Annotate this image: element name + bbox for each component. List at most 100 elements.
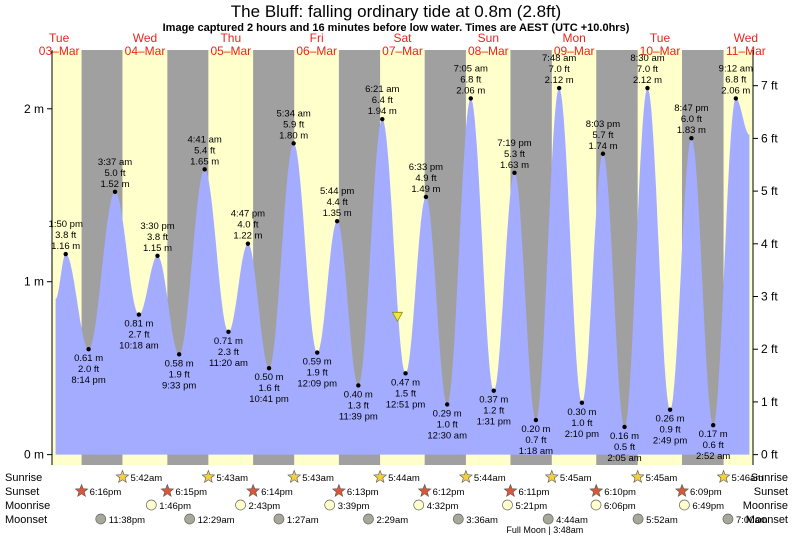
sunrise-star-icon (458, 469, 473, 483)
right-tick-label: 7 ft (761, 79, 778, 93)
tide-height-ft-label: 5.4 ft (194, 145, 215, 156)
sunset-time-label: 6:10pm (604, 487, 636, 498)
sunset-row-label-left: Sunset (5, 486, 39, 498)
moonrise-row-label-right: Moonrise (743, 500, 788, 512)
tide-height-ft-label: 0.5 ft (614, 442, 635, 453)
tide-height-ft-label: 4.4 ft (327, 197, 348, 208)
current-tide-marker (391, 311, 404, 323)
sunrise-star-icon (716, 469, 731, 483)
sunrise-row-label-left: Sunrise (5, 472, 42, 484)
tide-height-ft-label: 6.8 ft (460, 74, 481, 85)
sunset-time-label: 6:15pm (175, 487, 207, 498)
sunset-time-label: 6:11pm (518, 487, 549, 498)
high-tide-point (380, 116, 385, 122)
sunset-time-label: 6:12pm (433, 487, 465, 498)
tide-time-label: 5:34 am (276, 108, 310, 119)
tide-height-ft-label: 2.0 ft (78, 364, 99, 375)
sunset-time-label: 6:16pm (90, 487, 122, 498)
high-tide-point (689, 135, 694, 141)
high-tide-point (512, 170, 517, 175)
left-tick-label: 2 m (24, 102, 44, 116)
right-tick-label: 5 ft (761, 184, 778, 198)
high-tide-point (600, 151, 606, 156)
tide-time-label: 2:10 pm (565, 429, 599, 440)
tide-height-m-label: 2.06 m (721, 85, 750, 96)
low-tide-point (445, 402, 450, 407)
moonrise-time-label: 3:39pm (338, 501, 370, 512)
tide-height-m-label: 0.26 m (656, 414, 685, 425)
tide-height-ft-label: 1.0 ft (437, 419, 458, 430)
tide-height-m-label: 0.50 m (255, 372, 284, 383)
low-tide-point (314, 350, 320, 355)
tide-height-ft-label: 1.0 ft (571, 418, 592, 429)
low-tide-point (622, 424, 627, 430)
right-tick-label: 1 ft (761, 395, 778, 409)
tide-height-m-label: 1.94 m (368, 106, 397, 117)
day-date-label: 06–Mar (296, 44, 337, 58)
moonrise-time-label: 5:21pm (515, 501, 547, 512)
moonrise-icon (590, 499, 602, 511)
tide-area (55, 88, 750, 455)
tide-height-m-label: 1.15 m (143, 243, 172, 254)
tide-time-label: 7:48 am (542, 53, 576, 64)
tide-height-ft-label: 5.3 ft (504, 149, 525, 160)
tide-height-ft-label: 1.6 ft (258, 383, 279, 394)
moonset-time-label: 3:36am (466, 515, 498, 526)
day-name-label: Sat (393, 31, 412, 45)
chart-subtitle: Image captured 2 hours and 16 minutes be… (163, 22, 630, 34)
day-name-label: Thu (220, 31, 241, 45)
low-tide-point (176, 352, 182, 357)
day-date-label: 07–Mar (382, 44, 423, 58)
tide-height-ft-label: 0.7 ft (525, 435, 546, 446)
tide-time-label: 1:18 am (519, 446, 553, 457)
high-tide-point (645, 85, 650, 91)
tide-labels: 1:50 pm3.8 ft1.16 m0.61 m2.0 ft8:14 pm3:… (49, 53, 754, 464)
moonrise-time-label: 6:06pm (604, 501, 636, 512)
low-tide-point (356, 383, 361, 388)
tide-height-ft-label: 4.0 ft (237, 220, 258, 231)
tide-time-label: 12:51 pm (386, 399, 426, 410)
sunset-star-icon (246, 483, 261, 497)
day-date-label: 05–Mar (210, 44, 251, 58)
sunrise-star-icon (115, 469, 130, 483)
high-tide-point (733, 96, 739, 101)
tide-height-m-label: 2.12 m (633, 75, 662, 86)
tide-height-m-label: 0.29 m (433, 408, 462, 419)
moonrise-icon (235, 499, 246, 511)
tide-height-ft-label: 7.0 ft (637, 64, 658, 75)
tide-height-m-label: 0.81 m (124, 319, 153, 330)
moonrise-time-label: 1:46pm (159, 501, 191, 512)
tide-time-label: 8:14 pm (71, 375, 105, 386)
tide-time-label: 3:30 pm (140, 221, 174, 232)
tide-time-label: 8:30 am (630, 53, 664, 64)
tide-time-label: 2:52 am (696, 451, 730, 462)
tide-time-label: 7:05 am (454, 63, 488, 74)
moonset-time-label: 2:29am (376, 515, 408, 526)
high-tide-point (202, 167, 207, 172)
moonset-icon (542, 513, 554, 525)
tide-height-ft-label: 2.7 ft (128, 330, 149, 341)
moonrise-time-label: 4:32pm (427, 501, 459, 512)
tide-height-m-label: 0.71 m (214, 336, 243, 347)
tide-height-m-label: 1.63 m (500, 160, 529, 171)
day-name-label: Tue (650, 31, 671, 45)
tide-time-label: 6:21 am (365, 84, 399, 95)
tide-time-label: 8:47 pm (674, 103, 708, 114)
day-name-label: Mon (563, 31, 586, 45)
low-tide-point (86, 346, 91, 352)
moonset-row-label-left: Moonset (5, 514, 47, 526)
day-date-label: 03–Mar (39, 44, 80, 58)
tide-height-m-label: 1.52 m (100, 179, 129, 190)
moonrise-icon (145, 499, 157, 511)
sunset-star-icon (417, 483, 432, 497)
tide-height-ft-label: 2.3 ft (218, 347, 239, 358)
current-tide-triangle (391, 311, 404, 323)
tide-time-label: 11:20 am (209, 358, 248, 369)
day-name-label: Wed (133, 31, 157, 45)
high-tide-point (291, 141, 296, 146)
tide-height-m-label: 1.22 m (233, 231, 262, 242)
moon-phase-label: Full Moon | 3:48am (506, 525, 583, 535)
sunset-time-label: 6:13pm (347, 487, 379, 498)
tide-height-m-label: 1.65 m (190, 156, 219, 167)
moonset-icon (452, 513, 464, 525)
